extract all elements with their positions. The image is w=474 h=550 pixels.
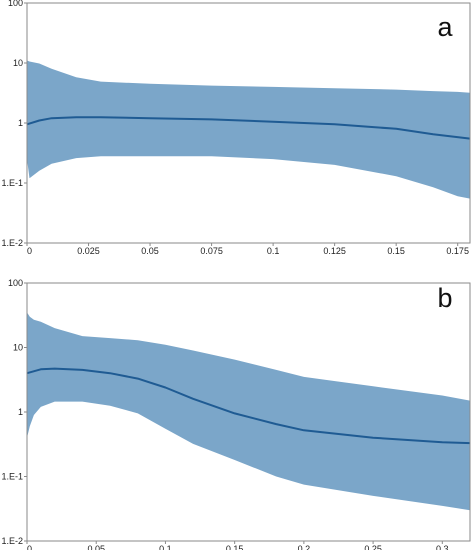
panel-b-y-tick-label: 1.E-1: [1, 472, 23, 482]
panel-b-y-tick-label: 10: [13, 343, 23, 353]
panel-a-x-tick-label: 0.175: [446, 246, 469, 256]
panel-a: a 1.E-2 1.E-1 1 10 100 0 0.025 0.05 0.075 0.1 0.12…: [1, 0, 471, 256]
panel-b-y-tick-label: 1.E-2: [1, 536, 23, 546]
panel-b-x-tick-label: 0.1: [159, 544, 172, 550]
panel-a-y-tick-label: 1: [18, 118, 23, 128]
panel-a-band: [27, 60, 470, 199]
panel-b-plot-area: [26, 312, 471, 511]
panel-a-x-tick-label: 0.125: [323, 246, 346, 256]
panel-b-y-tick-label: 1: [18, 407, 23, 417]
panel-a-x-tick-label: 0: [27, 246, 32, 256]
panel-a-letter: a: [437, 12, 453, 42]
panel-a-y-tick-label: 10: [13, 58, 23, 68]
panel-b-median-line: [26, 367, 471, 445]
panel-b: b 1.E-2 1.E-1 1 10 100 0 0.05 0.1 0.15 0.2 0.25 0.3: [1, 278, 471, 550]
panel-b-x-tick-label: 0.3: [436, 544, 449, 550]
panel-b-x-tick-label: 0.05: [87, 544, 105, 550]
panel-a-median-line: [26, 116, 471, 140]
panel-b-x-tick-label: 0.2: [298, 544, 311, 550]
panel-a-x-tick-label: 0.1: [267, 246, 280, 256]
panel-a-x-tick-label: 0.15: [387, 246, 405, 256]
panel-a-y-tick-label: 100: [8, 0, 23, 8]
panel-a-y-tick-label: 1.E-2: [1, 238, 23, 248]
panel-b-x-tick-label: 0.25: [364, 544, 382, 550]
panel-b-letter: b: [437, 283, 452, 313]
panel-a-plot-area: [26, 60, 471, 199]
panel-a-y-tick-label: 1.E-1: [1, 178, 23, 188]
panel-b-x-tick-label: 0: [27, 544, 32, 550]
panel-b-band: [27, 312, 470, 511]
panel-b-y-tick-label: 100: [8, 278, 23, 288]
panel-a-x-tick-label: 0.05: [141, 246, 159, 256]
panel-a-x-tick-label: 0.025: [77, 246, 100, 256]
panel-a-x-tick-label: 0.075: [200, 246, 223, 256]
panel-b-x-tick-label: 0.15: [226, 544, 244, 550]
